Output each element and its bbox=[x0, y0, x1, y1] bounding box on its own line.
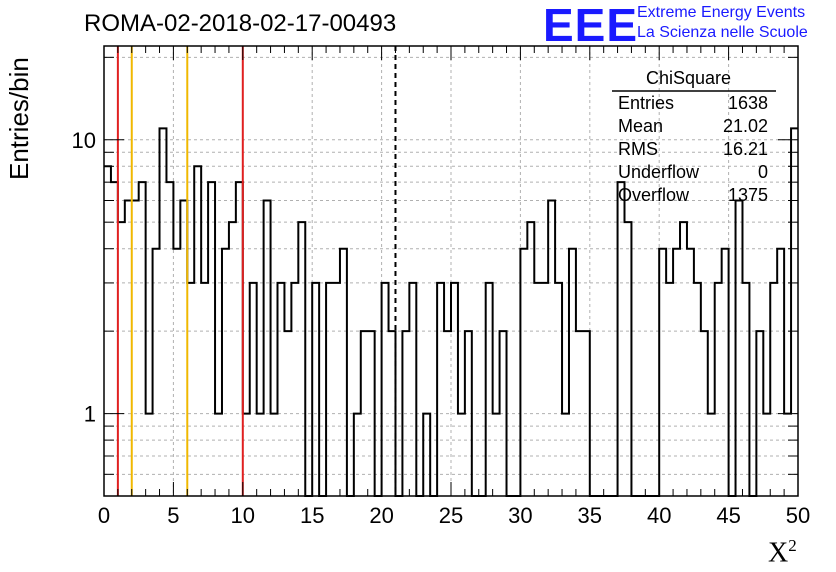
x-tick-label: 10 bbox=[231, 503, 255, 528]
stats-key: Underflow bbox=[618, 162, 700, 182]
y-tick-label: 10 bbox=[72, 128, 96, 153]
y-tick-label: 1 bbox=[84, 402, 96, 427]
eee-logo-line2: La Scienza nelle Scuole bbox=[637, 24, 808, 41]
x-tick-label: 15 bbox=[300, 503, 324, 528]
chart-title: ROMA-02-2018-02-17-00493 bbox=[84, 10, 397, 37]
stats-key: Mean bbox=[618, 116, 664, 136]
x-tick-label: 45 bbox=[716, 503, 740, 528]
eee-logo-line1: Extreme Energy Events bbox=[637, 4, 806, 21]
histogram-series bbox=[104, 127, 798, 497]
eee-logo: EEE bbox=[543, 0, 639, 51]
stats-value: 16.21 bbox=[722, 139, 768, 159]
stats-value: 21.02 bbox=[722, 116, 768, 136]
x-tick-label: 40 bbox=[647, 503, 671, 528]
x-tick-label: 5 bbox=[167, 503, 179, 528]
stats-key: Entries bbox=[618, 93, 675, 113]
x-axis-label: X2 bbox=[768, 536, 797, 569]
stats-row-underflow: Underflow 0 bbox=[0, 162, 836, 184]
x-tick-label: 20 bbox=[369, 503, 393, 528]
stats-box-title: ChiSquare bbox=[646, 68, 732, 88]
stats-value: 1638 bbox=[727, 93, 768, 113]
stats-value: 1375 bbox=[727, 185, 768, 205]
stats-row-entries: Entries 1638 bbox=[0, 93, 836, 115]
x-tick-label: 30 bbox=[508, 503, 532, 528]
stats-row-mean: Mean 21.02 bbox=[0, 116, 836, 138]
x-tick-label: 25 bbox=[439, 503, 463, 528]
x-tick-label: 50 bbox=[786, 503, 810, 528]
stats-row-rms: RMS 16.21 bbox=[0, 139, 836, 161]
x-tick-label: 0 bbox=[98, 503, 110, 528]
stats-key: RMS bbox=[618, 139, 658, 159]
stats-key: Overflow bbox=[618, 185, 690, 205]
x-tick-label: 35 bbox=[578, 503, 602, 528]
stats-value: 0 bbox=[757, 162, 768, 182]
stats-row-overflow: Overflow 1375 bbox=[0, 185, 836, 207]
